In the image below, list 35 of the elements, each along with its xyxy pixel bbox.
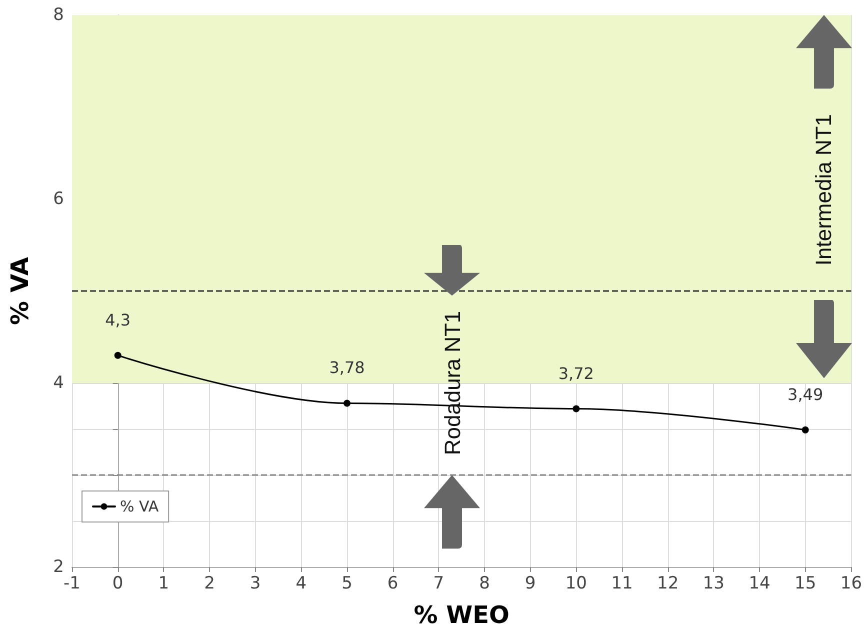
x-axis-title: % WEO <box>414 601 510 629</box>
x-tick-label: 13 <box>702 574 724 594</box>
point <box>572 405 580 412</box>
x-tick-label: 8 <box>479 574 490 594</box>
x-tick-label: 2 <box>204 574 215 594</box>
legend-label: % VA <box>120 498 160 516</box>
x-tick-label: 15 <box>794 574 816 594</box>
data-label: 3,49 <box>788 384 824 404</box>
x-tick-label: 10 <box>565 574 587 594</box>
x-tick-label: 5 <box>342 574 352 594</box>
data-label: 3,78 <box>329 358 365 378</box>
x-tick-label: 9 <box>524 574 536 594</box>
x-tick-label: 1 <box>158 574 170 594</box>
data-label: 4,3 <box>105 310 131 330</box>
point <box>802 426 809 434</box>
x-tick-label: 6 <box>387 574 398 594</box>
x-tick-label: 14 <box>748 574 770 594</box>
x-tick-label: 11 <box>611 574 633 594</box>
x-tick-label: 7 <box>433 574 444 594</box>
annotation: Intermedia NT1 <box>811 114 836 266</box>
x-tick-label: 0 <box>112 574 124 594</box>
y-tick-label: 8 <box>53 5 64 25</box>
y-tick-label: 6 <box>53 189 64 209</box>
annotation: Rodadura NT1 <box>440 310 465 456</box>
x-tick-label: 4 <box>296 574 307 594</box>
x-tick-label: 16 <box>840 574 862 594</box>
x-tick-label: -1 <box>64 574 80 594</box>
data-label: 3,72 <box>558 364 594 383</box>
x-tick-label: 12 <box>657 574 679 594</box>
y-tick-label: 2 <box>53 557 64 577</box>
point <box>114 352 122 359</box>
y-axis-title: % VA <box>6 256 34 325</box>
point <box>344 400 351 407</box>
y-tick-label: 4 <box>53 373 64 393</box>
x-tick-label: 3 <box>250 574 261 594</box>
